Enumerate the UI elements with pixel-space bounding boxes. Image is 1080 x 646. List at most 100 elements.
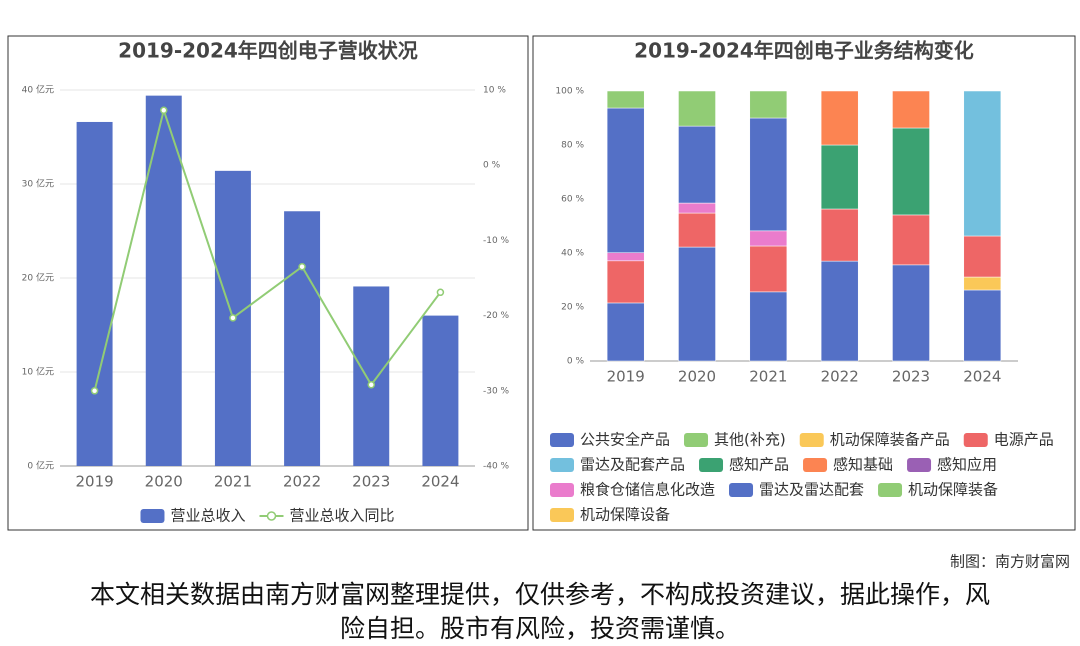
x-tick-label: 2022 bbox=[821, 368, 859, 386]
point bbox=[436, 288, 445, 297]
bar bbox=[76, 121, 113, 467]
legend-symbol bbox=[550, 433, 574, 447]
legend-symbol bbox=[803, 458, 828, 472]
bar-segment bbox=[892, 90, 930, 129]
legend-label: 电源产品 bbox=[994, 431, 1054, 449]
legend-label: 其他(补充) bbox=[714, 431, 786, 449]
legend-item: 粮食仓储信息化改造 bbox=[550, 481, 715, 499]
bar-segment bbox=[606, 302, 645, 362]
x-tick-label: 2019 bbox=[75, 473, 113, 491]
y-tick-label: 40 亿元 bbox=[22, 84, 54, 96]
line bbox=[93, 106, 442, 392]
legend-symbol bbox=[684, 433, 709, 447]
y-tick-label: 40 % bbox=[561, 249, 584, 259]
bar bbox=[284, 211, 321, 466]
chart-title: 2019-2024年四创电子业务结构变化 bbox=[634, 39, 974, 63]
legend-label: 机动保障装备 bbox=[908, 481, 998, 499]
point bbox=[90, 387, 99, 395]
legend-label: 雷达及雷达配套 bbox=[759, 481, 864, 499]
bar-segment bbox=[606, 252, 645, 262]
bar-segment bbox=[749, 230, 788, 247]
bar-segment bbox=[963, 90, 1002, 237]
bar-segment bbox=[749, 90, 788, 119]
x-tick-label: 2020 bbox=[678, 368, 716, 386]
bar-segment bbox=[820, 260, 859, 362]
panel bbox=[7, 35, 529, 531]
legend-item: 公共安全产品 bbox=[550, 431, 670, 449]
bar-segment bbox=[678, 90, 716, 127]
legend-symbol bbox=[799, 433, 824, 447]
bar-segment bbox=[678, 125, 716, 204]
x-tick-label: 2021 bbox=[749, 368, 787, 386]
bar-segment bbox=[678, 212, 716, 248]
legend-item: 感知应用 bbox=[907, 456, 997, 474]
y-tick-label: 0 % bbox=[567, 357, 585, 367]
point bbox=[229, 314, 237, 322]
legend-item: 营业总收入 bbox=[140, 507, 246, 525]
bar-segment bbox=[892, 264, 930, 362]
y2-tick-label: 10 % bbox=[483, 86, 506, 96]
bar-segment bbox=[749, 245, 788, 293]
legend-symbol bbox=[907, 458, 932, 472]
bar-segment bbox=[820, 208, 859, 262]
legend-item: 电源产品 bbox=[963, 431, 1054, 449]
credit: 制图：南方财富网 bbox=[950, 553, 1070, 571]
legend-item: 其他(补充) bbox=[684, 431, 786, 449]
x-tick-label: 2020 bbox=[145, 473, 183, 491]
x-tick-label: 2023 bbox=[892, 368, 930, 386]
y2-tick-label: -40 % bbox=[483, 462, 510, 472]
point bbox=[298, 262, 306, 271]
legend-symbol bbox=[266, 511, 277, 521]
y2-tick-label: -30 % bbox=[483, 386, 510, 396]
bar-segment bbox=[963, 289, 1002, 362]
y-tick-label: 80 % bbox=[561, 141, 584, 151]
point bbox=[367, 381, 375, 389]
bar-segment bbox=[678, 202, 716, 214]
y-tick-label: 30 亿元 bbox=[22, 178, 54, 190]
legend-label: 感知应用 bbox=[937, 456, 997, 474]
legend-symbol bbox=[878, 483, 903, 497]
bar-segment bbox=[963, 235, 1002, 278]
bar-segment bbox=[892, 214, 930, 266]
legend-item: 雷达及配套产品 bbox=[550, 456, 685, 474]
bar-segment bbox=[892, 127, 930, 216]
legend-label: 营业总收入同比 bbox=[290, 507, 395, 525]
bar-segment bbox=[820, 144, 859, 210]
legend-symbol bbox=[729, 483, 754, 497]
bar-segment bbox=[820, 90, 859, 146]
y2-tick-label: 0 % bbox=[483, 161, 501, 171]
bar bbox=[353, 286, 390, 466]
legend-label: 公共安全产品 bbox=[580, 431, 670, 449]
x-tick-label: 2023 bbox=[352, 473, 390, 491]
legend-item: 机动保障装备产品 bbox=[799, 431, 950, 449]
legend-symbol bbox=[140, 509, 165, 523]
legend-symbol bbox=[550, 483, 574, 497]
y-tick-label: 20 % bbox=[561, 303, 584, 313]
bar bbox=[422, 315, 459, 466]
charts: 2019-2024年四创电子营收状况 2019-2024年四创电子业务结构变化 … bbox=[7, 35, 1076, 571]
legend-label: 粮食仓储信息化改造 bbox=[580, 481, 715, 499]
panel bbox=[532, 35, 1076, 531]
legend-item: 营业总收入同比 bbox=[259, 507, 395, 525]
x-tick-label: 2022 bbox=[283, 473, 321, 491]
bar-segment bbox=[749, 117, 788, 232]
y-tick-label: 0 亿元 bbox=[27, 460, 54, 472]
legend-label: 感知基础 bbox=[833, 456, 893, 474]
legend-label: 雷达及配套产品 bbox=[580, 456, 685, 474]
legend-symbol bbox=[699, 458, 724, 472]
legend-symbol bbox=[963, 433, 988, 447]
y2-tick-label: -10 % bbox=[483, 236, 510, 246]
y-tick-label: 10 亿元 bbox=[22, 366, 54, 378]
legend-symbol bbox=[550, 458, 574, 472]
legend-label: 感知产品 bbox=[729, 456, 789, 474]
bar-segment bbox=[963, 276, 1002, 291]
x-tick-label: 2024 bbox=[963, 368, 1001, 386]
y2-tick-label: -20 % bbox=[483, 311, 510, 321]
legend-label: 机动保障设备 bbox=[580, 506, 670, 524]
legend-symbol bbox=[550, 508, 574, 522]
bar-segment bbox=[749, 291, 788, 362]
point bbox=[160, 106, 168, 115]
legend-label: 营业总收入 bbox=[170, 507, 245, 525]
bar-segment bbox=[606, 107, 645, 253]
